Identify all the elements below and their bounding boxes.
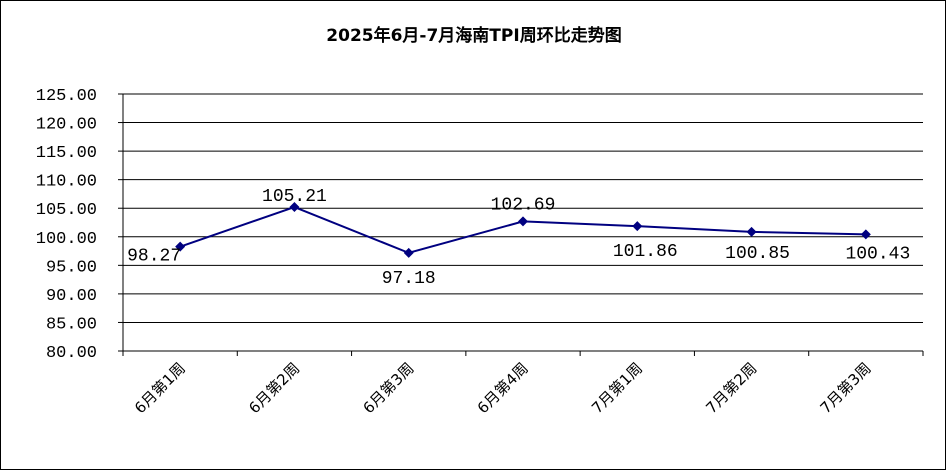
x-tick-label: 6月第3周 — [359, 359, 417, 417]
data-label: 100.43 — [845, 244, 910, 264]
data-labels: 98.27 105.21 97.18 102.69 101.86 100.85 100.43 — [127, 187, 910, 289]
x-tick-label: 7月第2周 — [702, 359, 760, 417]
data-point-marker — [746, 226, 757, 237]
data-point-marker — [860, 229, 871, 240]
data-label: 101.86 — [613, 242, 678, 262]
chart-title: 2025年6月-7月海南TPI周环比走势图 — [326, 25, 621, 46]
gridlines — [123, 93, 923, 323]
y-tick-label: 110.00 — [36, 173, 97, 192]
x-tick-label: 6月第4周 — [474, 359, 532, 417]
x-tick-label: 7月第1周 — [588, 359, 646, 417]
x-tick-label: 7月第3周 — [817, 359, 875, 417]
y-tick-label: 95.00 — [46, 258, 97, 277]
x-tick-labels: 6月第1周 6月第2周 6月第3周 6月第4周 7月第1周 7月第2周 7月第3周 — [131, 359, 875, 417]
data-label: 102.69 — [491, 195, 556, 215]
data-point-marker — [518, 216, 528, 227]
data-point-marker — [632, 221, 643, 232]
data-label: 98.27 — [127, 247, 181, 267]
y-tick-label: 85.00 — [46, 315, 97, 334]
y-tick-label: 115.00 — [36, 144, 97, 163]
y-tick-labels: 125.00 120.00 115.00 110.00 105.00 100.00 95.0… — [36, 87, 97, 363]
axes — [118, 93, 924, 356]
data-markers — [175, 202, 871, 258]
data-label: 100.85 — [725, 244, 790, 264]
x-tick-label: 6月第1周 — [131, 359, 189, 417]
x-tick-label: 6月第2周 — [245, 359, 303, 417]
data-label: 97.18 — [382, 269, 436, 289]
y-tick-label: 100.00 — [36, 230, 97, 249]
y-tick-label: 120.00 — [36, 116, 97, 135]
y-tick-label: 80.00 — [46, 344, 97, 363]
y-tick-label: 90.00 — [46, 287, 97, 306]
data-point-marker — [175, 241, 186, 252]
y-tick-label: 125.00 — [36, 87, 97, 106]
data-point-marker — [289, 202, 300, 213]
y-tick-label: 105.00 — [36, 201, 97, 220]
data-point-marker — [403, 247, 414, 258]
data-label: 105.21 — [262, 187, 327, 207]
